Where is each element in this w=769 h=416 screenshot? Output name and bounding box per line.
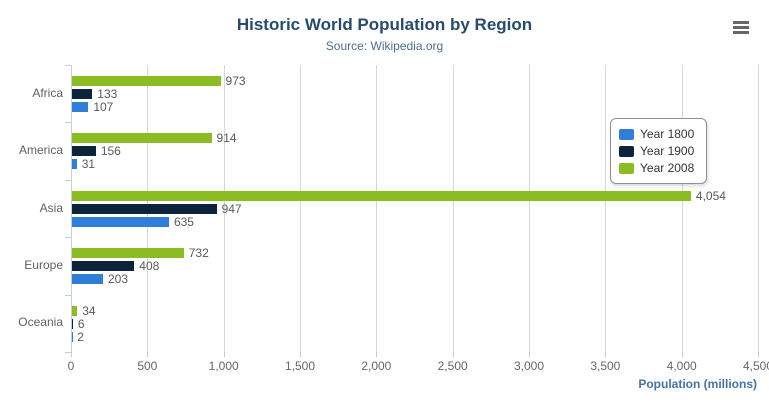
- bar-year-1800: [72, 216, 169, 227]
- bar-value-label: 408: [139, 259, 160, 274]
- category-label: Oceania: [18, 315, 63, 330]
- category-label: Africa: [32, 85, 63, 100]
- legend-item[interactable]: Year 1800: [619, 126, 694, 142]
- bar-value-label: 203: [107, 272, 129, 287]
- category-label: America: [18, 143, 63, 158]
- bar-year-1800: [72, 274, 103, 285]
- chart-subtitle: Source: Wikipedia.org: [325, 39, 444, 53]
- gridline: [605, 65, 607, 352]
- bar-value-label: 947: [221, 201, 242, 216]
- legend-item-label: Year 1900: [640, 144, 695, 158]
- x-axis-tick: [529, 352, 530, 357]
- x-tick-label: 4,000: [666, 359, 697, 373]
- legend: Year 1800 Year 1900 Year 2008: [610, 118, 708, 184]
- x-axis-tick: [147, 352, 149, 357]
- legend-swatch-icon: [619, 162, 634, 174]
- category-axis-line: [71, 65, 72, 353]
- bar-value-label: 31: [81, 157, 96, 172]
- legend-swatch-icon: [619, 145, 634, 157]
- export-menu-button[interactable]: [729, 17, 753, 39]
- legend-item[interactable]: Year 2008: [619, 160, 694, 176]
- bar-value-label: 6: [77, 316, 85, 331]
- bar-value-label: 635: [173, 214, 194, 229]
- x-tick-label: 1,500: [284, 359, 316, 373]
- category-axis-tick: [65, 65, 71, 66]
- gridline: [376, 65, 378, 352]
- gridline: [758, 65, 759, 352]
- bar-year-1800: [72, 159, 77, 170]
- gridline: [300, 65, 301, 352]
- bar-value-label: 133: [97, 87, 118, 101]
- x-axis-tick: [452, 352, 454, 357]
- x-tick-label: 3,000: [513, 359, 545, 373]
- category-axis-tick: [65, 352, 71, 353]
- category-axis-tick: [65, 237, 71, 239]
- bar-value-label: 107: [93, 100, 114, 114]
- gridline: [223, 65, 225, 352]
- bar-year-1800: [72, 102, 89, 112]
- category-axis-tick: [65, 179, 71, 181]
- legend-swatch-icon: [619, 128, 634, 140]
- x-axis-tick: [300, 352, 301, 357]
- x-tick-label: 2,000: [361, 359, 392, 373]
- bar-value-label: 914: [216, 131, 237, 146]
- gridline: [452, 65, 454, 352]
- x-axis-tick: [71, 352, 72, 357]
- gridline: [529, 65, 530, 352]
- x-axis-tick: [758, 352, 759, 357]
- legend-item-label: Year 2008: [640, 161, 695, 175]
- bar-year-2008: [72, 76, 221, 86]
- category-label: Europe: [24, 257, 63, 272]
- bar-year-1900: [72, 318, 73, 329]
- bar-year-1900: [72, 261, 135, 272]
- bar-value-label: 156: [100, 144, 121, 159]
- gridline: [681, 65, 683, 352]
- bar-year-1900: [72, 89, 93, 99]
- bar-value-label: 34: [82, 303, 96, 318]
- bar-year-1900: [72, 203, 217, 214]
- bar-value-label: 732: [188, 246, 209, 261]
- x-axis-tick: [681, 352, 683, 357]
- x-tick-label: 500: [137, 359, 158, 373]
- category-axis-tick: [65, 294, 71, 296]
- bar-value-label: 2: [77, 329, 84, 344]
- x-tick-label: 0: [67, 359, 75, 373]
- x-axis-tick: [376, 352, 378, 357]
- chart-title: Historic World Population by Region: [236, 15, 533, 34]
- category-axis-tick: [65, 122, 71, 124]
- category-label: Asia: [39, 200, 63, 215]
- x-tick-label: 2,500: [437, 359, 468, 373]
- x-axis-tick: [223, 352, 225, 357]
- x-tick-label: 1,000: [208, 359, 239, 373]
- legend-item-label: Year 1800: [640, 127, 695, 141]
- bar-year-2008: [72, 133, 212, 144]
- legend-item[interactable]: Year 1900: [619, 143, 694, 159]
- x-axis-title: Population (millions): [638, 377, 757, 391]
- bar-year-1900: [72, 146, 96, 157]
- hamburger-menu-icon: [733, 20, 749, 34]
- x-axis-tick: [605, 352, 607, 357]
- bar-year-2008: [72, 248, 184, 259]
- x-tick-label: 3,500: [590, 359, 621, 373]
- bar-value-label: 4,054: [695, 188, 726, 203]
- bar-year-2008: [72, 305, 78, 316]
- bar-year-2008: [72, 190, 691, 201]
- x-tick-label: 4,500: [742, 359, 769, 373]
- bar-value-label: 973: [225, 74, 246, 88]
